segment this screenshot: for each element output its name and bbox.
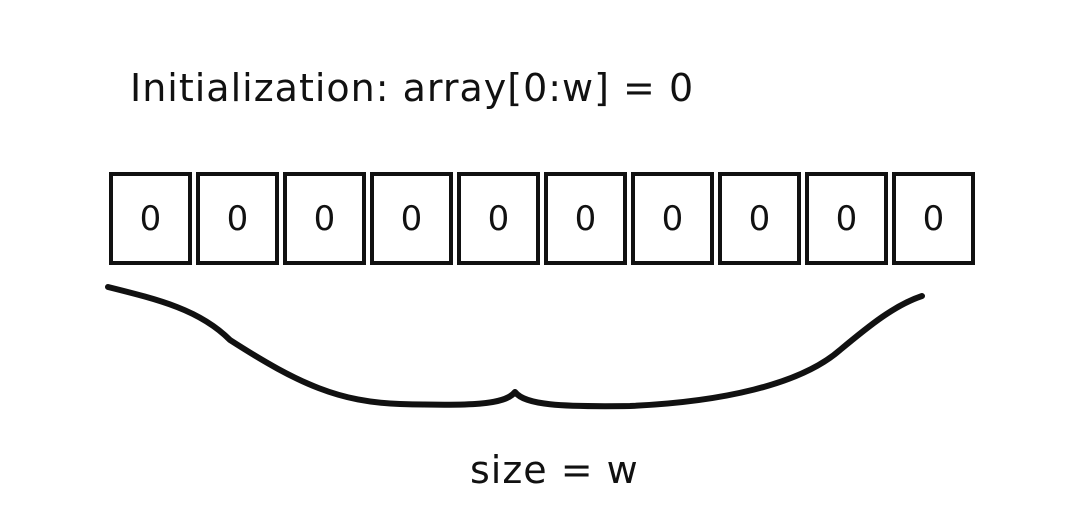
array-cell: 0 bbox=[892, 172, 975, 265]
size-label: size = w bbox=[470, 448, 639, 492]
array-cell: 0 bbox=[109, 172, 192, 265]
array-cell: 0 bbox=[544, 172, 627, 265]
array-cell: 0 bbox=[631, 172, 714, 265]
array-cell: 0 bbox=[196, 172, 279, 265]
brace-curve bbox=[105, 284, 925, 410]
array-cell: 0 bbox=[370, 172, 453, 265]
initialization-title: Initialization: array[0:w] = 0 bbox=[130, 66, 695, 110]
array-cell: 0 bbox=[805, 172, 888, 265]
array-cell: 0 bbox=[718, 172, 801, 265]
array-cell: 0 bbox=[457, 172, 540, 265]
array-cell: 0 bbox=[283, 172, 366, 265]
